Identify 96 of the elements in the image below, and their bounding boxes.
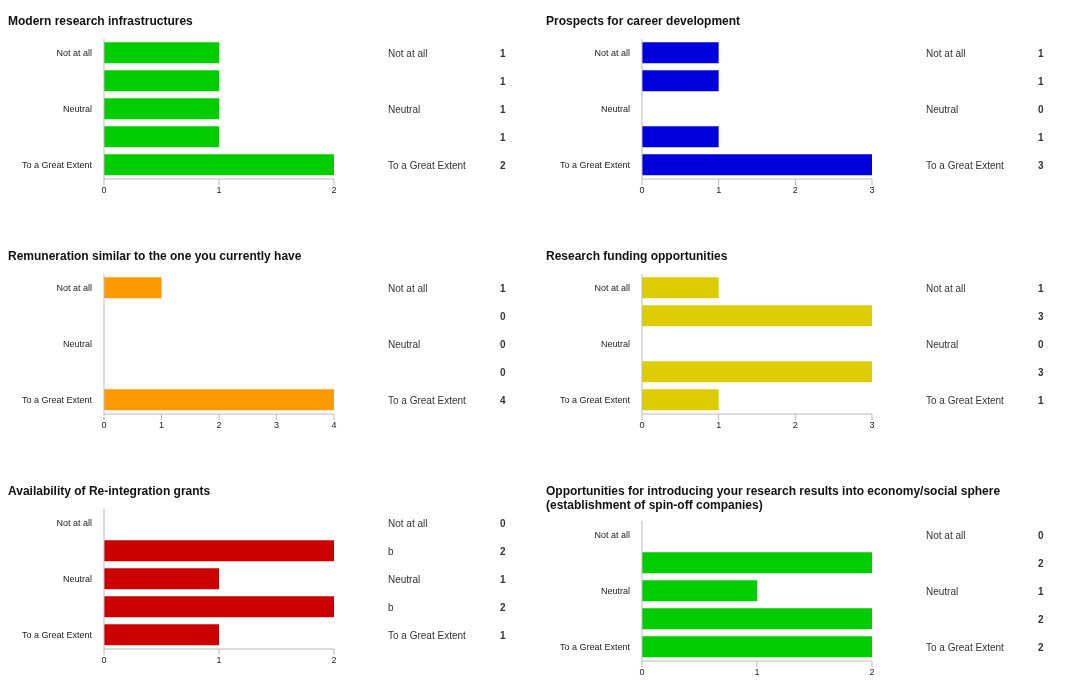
category-label: To a Great Extent bbox=[926, 159, 1004, 171]
data-label: 1 bbox=[500, 102, 506, 117]
data-label: 1 bbox=[500, 46, 506, 61]
data-label: 0 bbox=[1038, 528, 1044, 543]
category-label: Neutral bbox=[388, 338, 421, 350]
x-tick-label: 3 bbox=[869, 420, 875, 431]
y-tick-label: Neutral bbox=[62, 339, 92, 349]
data-label: 1 bbox=[500, 281, 506, 296]
x-tick-label: 0 bbox=[101, 655, 107, 666]
x-tick-label: 2 bbox=[216, 420, 222, 431]
y-tick-label: Neutral bbox=[62, 574, 92, 584]
data-label: 1 bbox=[500, 572, 506, 587]
x-tick-label: 3 bbox=[869, 185, 875, 196]
y-tick-label: Neutral bbox=[62, 104, 92, 114]
category-label: Not at all bbox=[926, 529, 966, 541]
category-label: Neutral bbox=[926, 585, 959, 597]
y-tick-label: Not at all bbox=[594, 48, 630, 58]
data-label: 3 bbox=[1038, 158, 1044, 173]
y-tick-label: To a Great Extent bbox=[21, 160, 93, 170]
x-tick-label: 0 bbox=[101, 185, 107, 196]
y-tick-label: To a Great Extent bbox=[21, 395, 93, 405]
data-label: 1 bbox=[500, 74, 506, 89]
data-label: 2 bbox=[500, 544, 506, 559]
data-label: 2 bbox=[1038, 640, 1044, 655]
x-tick-label: 2 bbox=[331, 185, 337, 196]
x-tick-label: 2 bbox=[869, 667, 875, 678]
x-tick-label: 1 bbox=[158, 420, 165, 431]
category-label: To a Great Extent bbox=[388, 629, 466, 641]
x-tick-label: 0 bbox=[639, 667, 645, 678]
chart-title: Prospects for career development bbox=[546, 13, 742, 30]
chart-title: Opportunities for introducing your research results into economy/social sphere (establishment of spin-off companies) bbox=[546, 483, 1002, 514]
y-tick-label: Neutral bbox=[600, 339, 630, 349]
y-tick-label: To a Great Extent bbox=[559, 395, 631, 405]
category-label: Neutral bbox=[926, 103, 959, 115]
data-label: 3 bbox=[1038, 365, 1044, 380]
y-tick-label: Neutral bbox=[600, 104, 630, 114]
chart-title: Remuneration similar to the one you currently have bbox=[8, 248, 303, 265]
x-tick-label: 0 bbox=[639, 185, 645, 196]
y-tick-label: To a Great Extent bbox=[559, 642, 631, 652]
category-label: Not at all bbox=[388, 517, 428, 529]
x-tick-label: 1 bbox=[716, 185, 722, 196]
data-label: 1 bbox=[1038, 74, 1044, 89]
data-label: 2 bbox=[500, 600, 506, 615]
y-tick-label: Not at all bbox=[594, 530, 630, 540]
data-label: 1 bbox=[500, 628, 506, 643]
y-tick-label: Neutral bbox=[600, 586, 630, 596]
data-label: 3 bbox=[1038, 309, 1044, 324]
text: b bbox=[388, 600, 395, 615]
category-label: Not at all bbox=[926, 282, 966, 294]
category-label: Not at all bbox=[388, 282, 428, 294]
x-tick-label: 1 bbox=[216, 655, 222, 666]
data-label: 0 bbox=[500, 365, 506, 380]
category-label: To a Great Extent bbox=[926, 394, 1004, 406]
y-tick-label: Not at all bbox=[56, 48, 92, 58]
y-tick-label: To a Great Extent bbox=[559, 160, 631, 170]
data-label: 1 bbox=[500, 130, 506, 145]
category-label: To a Great Extent bbox=[388, 394, 466, 406]
y-tick-label: Not at all bbox=[594, 283, 630, 293]
x-tick-label: 4 bbox=[331, 420, 337, 431]
category-label: Not at all bbox=[388, 47, 428, 59]
data-label: 2 bbox=[500, 158, 506, 173]
category-label: Not at all bbox=[926, 47, 966, 59]
y-tick-label: Not at all bbox=[56, 283, 92, 293]
category-label: To a Great Extent bbox=[926, 641, 1004, 653]
data-label: 0 bbox=[500, 516, 506, 531]
y-tick-label: Not at all bbox=[56, 518, 92, 528]
data-label: 2 bbox=[1038, 556, 1044, 571]
data-label: 4 bbox=[500, 393, 506, 408]
x-tick-label: 2 bbox=[792, 185, 798, 196]
data-label: 1 bbox=[1038, 393, 1044, 408]
data-label: 0 bbox=[1038, 102, 1044, 117]
y-tick-label: To a Great Extent bbox=[21, 630, 93, 640]
x-tick-label: 2 bbox=[331, 655, 337, 666]
x-tick-label: 0 bbox=[639, 420, 645, 431]
x-tick-label: 1 bbox=[216, 185, 222, 196]
data-label: 0 bbox=[500, 309, 506, 324]
data-label: 0 bbox=[500, 337, 506, 352]
data-label: 1 bbox=[1038, 46, 1044, 61]
chart-title: Research funding opportunities bbox=[546, 248, 729, 265]
data-label: 2 bbox=[1038, 612, 1044, 627]
data-label: 1 bbox=[1038, 584, 1044, 599]
category-label: To a Great Extent bbox=[388, 159, 466, 171]
x-tick-label: 1 bbox=[716, 420, 722, 431]
data-label: 0 bbox=[1038, 337, 1044, 352]
category-label: Neutral bbox=[388, 573, 421, 585]
x-tick-label: 2 bbox=[792, 420, 798, 431]
category-label: Neutral bbox=[388, 103, 421, 115]
data-label: 1 bbox=[1038, 130, 1044, 145]
category-label: Neutral bbox=[926, 338, 959, 350]
x-tick-label: 0 bbox=[101, 420, 107, 431]
chart-title: Modern research infrastructures bbox=[8, 13, 194, 30]
chart-title: Availability of Re-integration grants bbox=[8, 483, 212, 500]
x-tick-label: 1 bbox=[754, 667, 760, 678]
x-tick-label: 3 bbox=[273, 420, 280, 431]
data-label: 1 bbox=[1038, 281, 1044, 296]
text: b bbox=[388, 544, 395, 559]
